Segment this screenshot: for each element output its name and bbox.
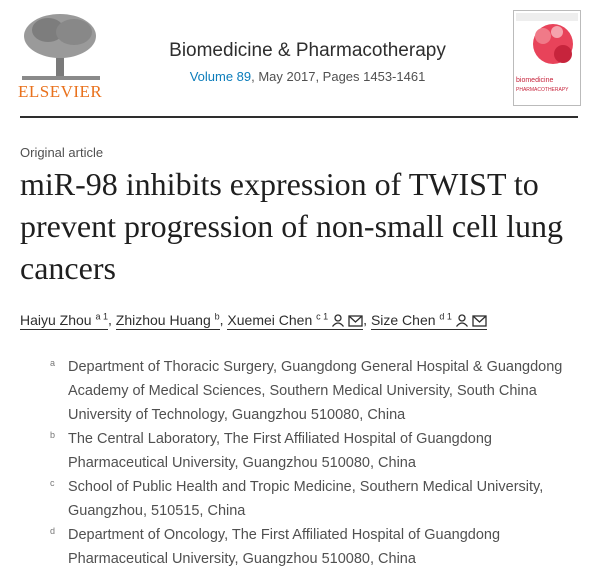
publisher-logo xyxy=(22,14,100,80)
affiliation: b The Central Laboratory, The First Affil… xyxy=(0,427,597,475)
person-icon[interactable] xyxy=(455,314,469,327)
email-icon[interactable] xyxy=(348,314,363,327)
affiliation-text: School of Public Health and Tropic Medic… xyxy=(68,479,544,519)
cover-subtitle: PHARMACOTHERAPY xyxy=(516,87,569,93)
affiliation: c School of Public Health and Tropic Medi… xyxy=(0,475,597,523)
author-name-text: Haiyu Zhou xyxy=(20,311,92,328)
author-name[interactable]: Haiyu Zhou a 1 xyxy=(20,311,108,330)
article-title: miR-98 inhibits expression of TWIST to p… xyxy=(20,166,563,286)
email-icon[interactable] xyxy=(472,314,487,327)
author-name[interactable]: Size Chen d 1 xyxy=(370,311,487,330)
affiliation-label: c xyxy=(50,478,55,488)
affiliation-text: The Central Laboratory, The First Affili… xyxy=(68,431,492,471)
affiliation-text: Department of Thoracic Surgery, Guangdon… xyxy=(68,359,563,423)
separator: , xyxy=(108,311,112,328)
person-icon[interactable] xyxy=(331,314,345,327)
affiliation-list: a Department of Thoracic Surgery, Guangdo… xyxy=(0,355,597,571)
separator: , xyxy=(219,311,224,328)
affiliation-label: a xyxy=(50,358,56,368)
journal-cover[interactable]: biomedicine PHARMACOTHERAPY xyxy=(513,10,581,106)
volume-link[interactable]: Volume 89 xyxy=(189,69,252,84)
author-sup: c 1 xyxy=(316,311,329,321)
author-sup: b xyxy=(214,311,220,321)
publisher: ELSEVIER xyxy=(18,82,103,101)
author-name-text: Xuemei Chen xyxy=(227,311,313,328)
author-sup: a 1 xyxy=(95,311,108,321)
author-list: Haiyu Zhou a 1, Zhizhou Huang b, Xuemei … xyxy=(20,311,487,330)
header-rule xyxy=(20,116,578,118)
affiliation: a Department of Thoracic Surgery, Guangdo… xyxy=(0,355,597,427)
author-name-text: Zhizhou Huang xyxy=(115,311,211,328)
author-name-text: Size Chen xyxy=(370,311,436,328)
author-sup: d 1 xyxy=(439,311,452,321)
issue-info: , May 2017, Pages 1453-1461 xyxy=(251,69,426,84)
author-name[interactable]: Zhizhou Huang b xyxy=(115,311,220,330)
cover-title: biomedicine xyxy=(516,77,553,84)
affiliation-label: d xyxy=(50,526,56,536)
article-type: Original article xyxy=(20,145,104,160)
separator: , xyxy=(363,311,368,328)
volume-line: Volume 89, May 2017, Pages 1453-1461 xyxy=(100,69,515,84)
journal-title[interactable]: Biomedicine & Pharmacotherapy xyxy=(169,40,446,61)
affiliation: d Department of Oncology, The First Affil… xyxy=(0,523,597,571)
affiliation-text: Department of Oncology, The First Affili… xyxy=(68,527,501,567)
affiliation-label: b xyxy=(50,430,56,440)
author-name[interactable]: Xuemei Chen c 1 xyxy=(227,311,364,330)
